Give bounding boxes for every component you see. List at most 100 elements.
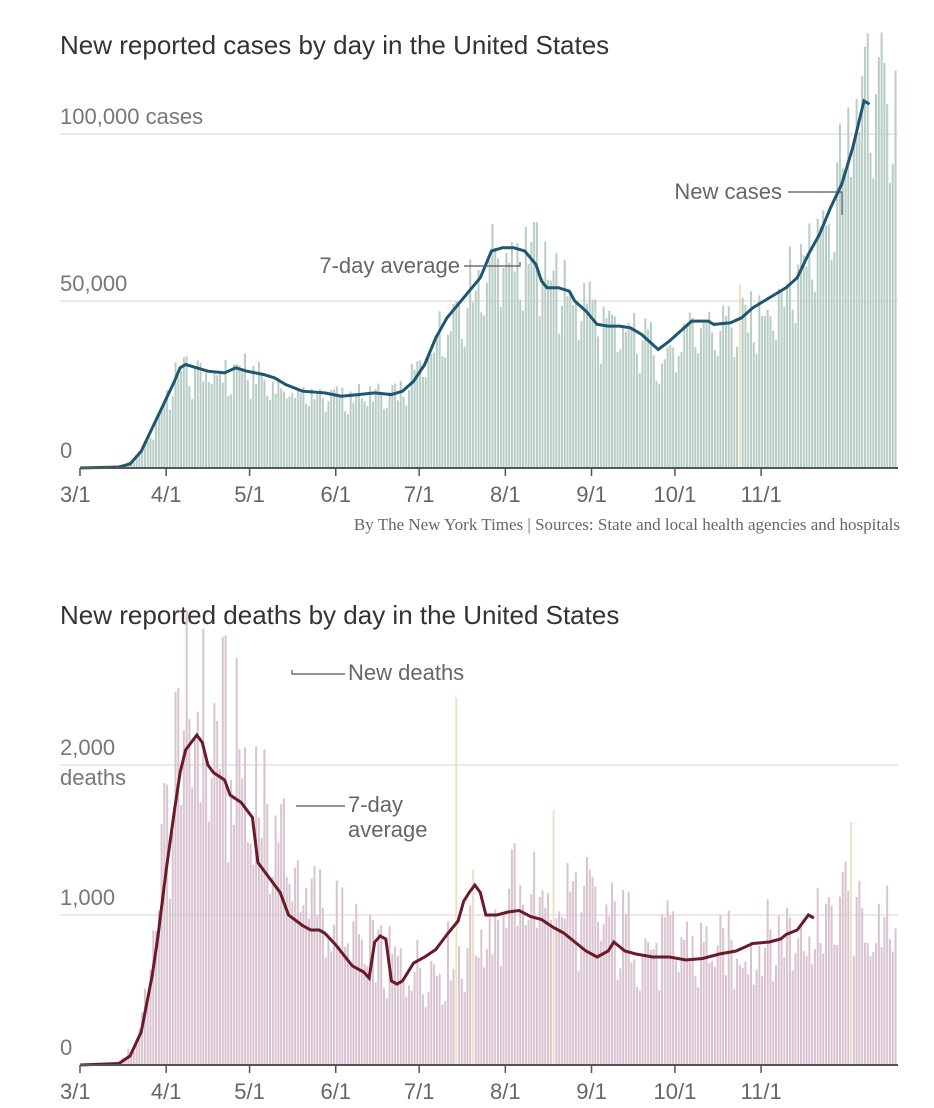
daily-bar <box>591 299 594 468</box>
daily-bar <box>827 224 830 468</box>
daily-bar <box>460 339 463 468</box>
daily-bar <box>583 886 586 1065</box>
daily-bar <box>711 332 714 468</box>
daily-bar <box>282 391 285 468</box>
daily-bar <box>249 843 252 1065</box>
daily-bar <box>585 303 588 468</box>
daily-bar <box>385 408 388 468</box>
daily-bar <box>263 749 266 1065</box>
daily-bar <box>811 964 814 1065</box>
daily-bar <box>705 925 708 1065</box>
daily-bar <box>866 33 869 469</box>
daily-bar <box>708 311 711 468</box>
daily-bar <box>255 746 258 1065</box>
daily-bar <box>597 922 600 1065</box>
daily-bar <box>825 225 828 468</box>
daily-bar <box>163 783 166 1065</box>
daily-bar <box>541 278 544 468</box>
daily-bar <box>305 403 308 468</box>
daily-bar <box>399 948 402 1065</box>
daily-bar <box>344 947 347 1065</box>
daily-bar <box>483 315 486 468</box>
daily-bar <box>663 917 666 1065</box>
daily-bar <box>191 399 194 468</box>
daily-bar <box>260 374 263 468</box>
daily-bar <box>747 974 750 1065</box>
daily-bar <box>196 360 199 468</box>
daily-bar <box>332 389 335 468</box>
daily-bar <box>321 907 324 1065</box>
daily-bar <box>207 382 210 468</box>
daily-bar <box>157 412 160 468</box>
annotation-label: New deaths <box>348 660 464 685</box>
daily-bar <box>307 918 310 1065</box>
daily-bar <box>763 947 766 1065</box>
daily-bar <box>638 990 641 1065</box>
daily-bar <box>883 62 886 469</box>
daily-bar <box>805 956 808 1065</box>
daily-bar <box>777 915 780 1065</box>
daily-bar <box>797 938 800 1065</box>
daily-bar <box>385 998 388 1065</box>
daily-bar <box>669 345 672 468</box>
daily-bar <box>321 398 324 468</box>
daily-bar <box>227 396 230 468</box>
daily-bar <box>305 888 308 1065</box>
daily-bar <box>686 323 689 468</box>
daily-bar <box>294 397 297 468</box>
daily-bar <box>863 942 866 1065</box>
daily-bar <box>219 769 222 1065</box>
daily-bar <box>686 921 689 1065</box>
daily-bar <box>558 333 561 468</box>
daily-bar <box>466 948 469 1065</box>
daily-bar <box>552 270 555 468</box>
daily-bar <box>850 822 853 1065</box>
daily-bar <box>449 331 452 468</box>
daily-bar <box>152 439 155 468</box>
daily-bar <box>235 657 238 1065</box>
daily-bar <box>702 322 705 468</box>
daily-bar <box>252 864 255 1065</box>
daily-bar <box>216 720 219 1065</box>
daily-bar <box>891 164 894 468</box>
daily-bar <box>822 953 825 1065</box>
daily-bar <box>605 318 608 468</box>
daily-bar <box>755 969 758 1065</box>
daily-bar <box>652 949 655 1065</box>
x-tick-label: 9/1 <box>576 482 607 507</box>
daily-bar <box>441 1004 444 1065</box>
daily-bar <box>794 323 797 468</box>
daily-bar <box>563 260 566 468</box>
daily-bar <box>396 956 399 1065</box>
daily-bar <box>699 922 702 1065</box>
daily-bar <box>599 940 602 1065</box>
daily-bar <box>188 719 191 1065</box>
daily-bar <box>502 268 505 468</box>
daily-bar <box>802 951 805 1065</box>
daily-bar <box>338 396 341 468</box>
daily-bar <box>794 953 797 1065</box>
daily-bar <box>541 890 544 1065</box>
daily-bar <box>238 749 241 1065</box>
x-tick-label: 7/1 <box>404 482 435 507</box>
daily-bar <box>630 327 633 468</box>
daily-bar <box>847 107 850 468</box>
daily-bar <box>577 339 580 468</box>
daily-bar <box>388 926 391 1065</box>
y-tick-label: 1,000 <box>60 885 115 910</box>
daily-bar <box>216 375 219 468</box>
daily-bar <box>566 296 569 468</box>
daily-bar <box>563 918 566 1065</box>
daily-bar <box>491 224 494 468</box>
daily-bar <box>249 398 252 468</box>
daily-bar <box>374 982 377 1065</box>
daily-bar <box>516 925 519 1065</box>
daily-bar <box>672 911 675 1065</box>
daily-bar <box>316 915 319 1065</box>
daily-bar <box>413 369 416 468</box>
daily-bar <box>841 871 844 1065</box>
daily-bar <box>199 802 202 1065</box>
daily-bar <box>741 967 744 1065</box>
daily-bar <box>527 920 530 1065</box>
